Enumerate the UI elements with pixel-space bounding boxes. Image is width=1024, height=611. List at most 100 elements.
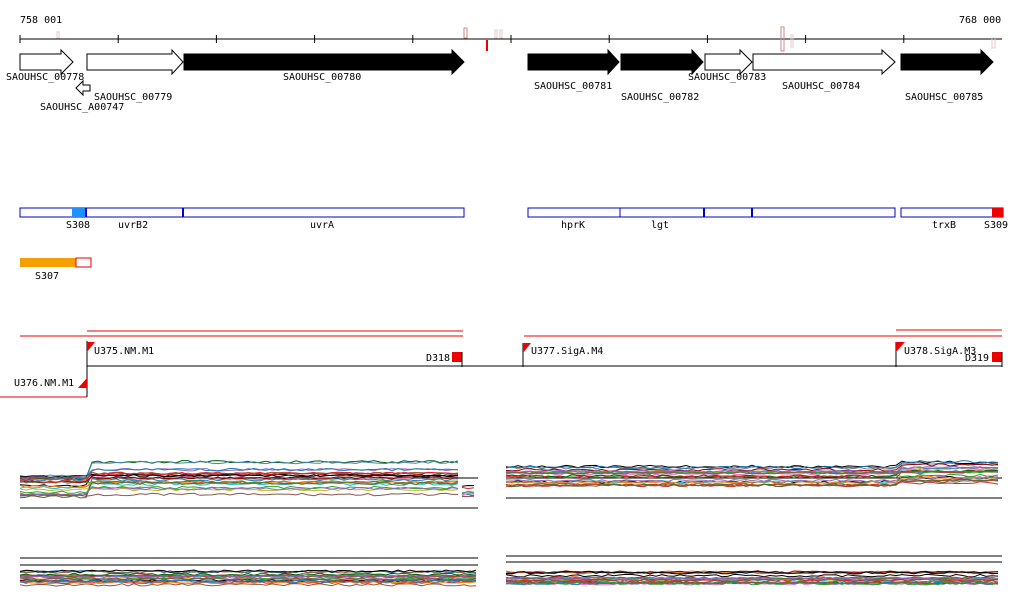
gene-arrow[interactable] xyxy=(19,48,74,76)
gene-label: SAOUHSC_00785 xyxy=(905,92,983,103)
ruler-track: 758 001 768 000 xyxy=(19,15,1002,52)
tu-start-flag[interactable] xyxy=(523,343,531,353)
tu-start-flag[interactable] xyxy=(78,378,87,388)
gene-arrow[interactable] xyxy=(183,48,465,76)
expression-profile-line xyxy=(461,493,475,497)
operon-s308-block[interactable] xyxy=(72,208,86,217)
gene-label: SAOUHSC_00783 xyxy=(688,72,766,83)
operon-label: trxB xyxy=(932,220,956,231)
tu-label: U376.NM.M1 xyxy=(14,378,74,389)
operon-label: lgt xyxy=(651,220,669,231)
expression-profile-line xyxy=(461,486,475,490)
gene-label: SAOUHSC_A00747 xyxy=(40,102,124,113)
tu-label: D319 xyxy=(965,353,989,364)
operon-box[interactable] xyxy=(900,207,1004,218)
expression-profile-line xyxy=(505,470,999,475)
promoter-marker[interactable] xyxy=(790,34,794,48)
gene-arrow[interactable] xyxy=(75,79,91,97)
expression-profiles-upper xyxy=(19,460,999,499)
expression-profile-line xyxy=(505,463,999,472)
expression-profile-line xyxy=(505,475,999,485)
expression-profile-line xyxy=(19,471,459,484)
expression-profile-line xyxy=(19,574,477,578)
gene-label: SAOUHSC_00784 xyxy=(782,81,860,92)
operon-label: S309 xyxy=(984,220,1008,231)
tu-start-flag[interactable] xyxy=(87,342,95,352)
promoter-marker[interactable] xyxy=(499,29,503,39)
expression-profile-line xyxy=(19,492,458,497)
terminator-marker[interactable] xyxy=(486,40,488,51)
tu-end-flag[interactable] xyxy=(452,352,462,362)
expression-profile-line xyxy=(19,481,459,499)
promoter-marker[interactable] xyxy=(494,29,498,39)
operon-label: S307 xyxy=(35,271,59,282)
expression-profile-line xyxy=(505,478,999,487)
tu-label: U375.NM.M1 xyxy=(94,346,154,357)
operon-label: S308 xyxy=(66,220,90,231)
expression-profile-line xyxy=(19,569,477,573)
gene-arrow[interactable] xyxy=(86,48,184,76)
expression-profile-line xyxy=(20,577,477,581)
expression-profile-line xyxy=(19,460,459,482)
expression-profile-line xyxy=(505,578,999,582)
gene-arrow[interactable] xyxy=(752,48,896,76)
expression-profile-line xyxy=(19,570,477,574)
gene-arrow[interactable] xyxy=(704,48,753,76)
ruler-ticks xyxy=(19,35,905,43)
operon-s307-box[interactable] xyxy=(75,257,92,268)
gene-label: SAOUHSC_00781 xyxy=(534,81,612,92)
operon-box[interactable] xyxy=(19,207,465,218)
promoter-marker[interactable] xyxy=(780,26,785,52)
tu-end-flag[interactable] xyxy=(992,352,1002,362)
gene-label: SAOUHSC_00782 xyxy=(621,92,699,103)
expression-profile-line xyxy=(19,467,459,478)
expression-profile-line xyxy=(19,579,477,584)
expression-profile-line xyxy=(19,473,459,479)
tu-start-flag[interactable] xyxy=(896,342,905,352)
gene-arrow[interactable] xyxy=(620,48,704,76)
expression-profile-line xyxy=(505,465,999,474)
operon-track: S308 uvrB2 uvrA hprK lgt trxB S309 S307 xyxy=(19,207,1008,282)
tu-label: U378.SigA.M3 xyxy=(904,346,976,357)
ruler-end-label: 768 000 xyxy=(959,15,1001,26)
gene-label: SAOUHSC_00778 xyxy=(6,72,84,83)
gene-arrow[interactable] xyxy=(900,48,994,76)
expression-profile-line xyxy=(462,495,475,498)
expression-profile-line xyxy=(505,470,999,479)
gene-label: SAOUHSC_00779 xyxy=(94,92,172,103)
operon-s309-block[interactable] xyxy=(992,208,1003,217)
expression-profile-line xyxy=(505,460,999,470)
operon-label: uvrB2 xyxy=(118,220,148,231)
expression-profile-line xyxy=(505,476,999,483)
tu-label: D318 xyxy=(426,353,450,364)
ruler-feature-markers xyxy=(56,26,996,52)
expression-profile-line xyxy=(19,583,477,587)
expression-profile-line xyxy=(19,485,459,494)
tu-label: U377.SigA.M4 xyxy=(531,346,603,357)
expression-profile-line xyxy=(19,486,459,496)
transcription-unit-track: U375.NM.M1 D318 U376.NM.M1 U377.SigA.M4 … xyxy=(0,329,1003,398)
expression-profile-line xyxy=(461,492,475,496)
gene-arrow[interactable] xyxy=(527,48,620,76)
operon-s307-block[interactable] xyxy=(20,258,76,267)
expression-profile-line xyxy=(19,482,459,490)
expression-profile-line xyxy=(19,467,459,480)
expression-profile-line xyxy=(505,579,999,584)
expression-profile-line xyxy=(461,484,475,487)
expression-profile-line xyxy=(19,574,477,579)
ruler-start-label: 758 001 xyxy=(20,15,62,26)
expression-panel-upper xyxy=(19,460,1002,509)
expression-profile-line xyxy=(19,476,459,484)
gene-track: SAOUHSC_00778 SAOUHSC_A00747 SAOUHSC_007… xyxy=(6,48,994,113)
operon-box[interactable] xyxy=(527,207,896,218)
gene-label: SAOUHSC_00780 xyxy=(283,72,361,83)
operon-label: hprK xyxy=(561,220,585,231)
expression-profile-line xyxy=(19,572,477,577)
promoter-marker[interactable] xyxy=(56,31,60,39)
operon-label: uvrA xyxy=(310,220,334,231)
expression-profile-line xyxy=(505,570,999,575)
promoter-marker[interactable] xyxy=(463,27,468,39)
promoter-marker[interactable] xyxy=(991,37,996,49)
expression-panel-lower xyxy=(19,555,1002,587)
